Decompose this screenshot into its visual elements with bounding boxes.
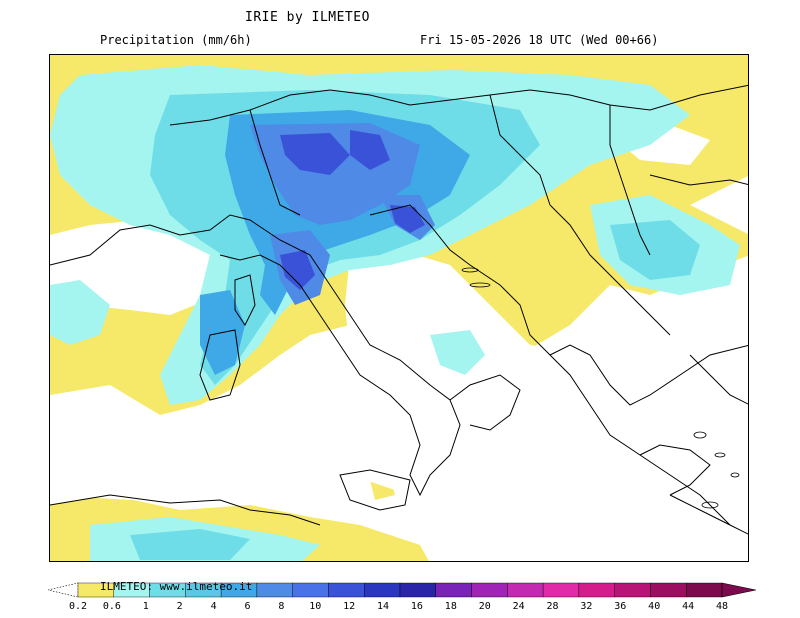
variable-label: Precipitation (mm/6h) [100, 33, 252, 47]
legend-tick-label: 6 [244, 601, 251, 612]
valid-time-label: Fri 15-05-2026 18 UTC (Wed 00+66) [420, 33, 659, 47]
legend-cell [364, 582, 401, 598]
legend-tick-label: 1 [142, 601, 149, 612]
legend-tick-label: 48 [715, 601, 729, 612]
legend-tick-label: 4 [210, 601, 217, 612]
no-precip-areas [50, 125, 748, 561]
map-canvas [50, 55, 748, 561]
legend-tick-label: 12 [343, 601, 356, 612]
heavy-precip-areas [280, 130, 425, 290]
precipitation-map [49, 54, 749, 562]
coastlines [50, 84, 748, 535]
legend-tick-label: 24 [512, 601, 525, 612]
legend-cell [614, 582, 651, 598]
legend-cell [292, 582, 329, 598]
legend-colorbar [48, 582, 757, 598]
legend-cell [507, 582, 544, 598]
legend-tick-label: 18 [444, 601, 457, 612]
legend-tick-label: 40 [648, 601, 661, 612]
legend-tick-label: 14 [377, 601, 390, 612]
legend-cell [542, 582, 580, 598]
islands [461, 267, 740, 509]
legend-cell [471, 582, 508, 598]
legend-cell [650, 582, 687, 598]
legend-cell [328, 582, 365, 598]
legend-tick-label: 0.2 [68, 601, 88, 612]
legend-low-arrow [48, 582, 79, 598]
legend-tick-label: 10 [309, 601, 322, 612]
legend-cell [686, 582, 723, 598]
legend-cell [435, 582, 472, 598]
legend-high-arrow [721, 582, 757, 598]
legend-tick-label: 36 [614, 601, 627, 612]
legend-tick-label: 44 [682, 601, 695, 612]
legend-cell [256, 582, 293, 598]
legend-tick-label: 0.6 [102, 601, 121, 612]
credit-text: ILMETEO: www.ilmeteo.it [100, 580, 253, 593]
legend-tick-label: 32 [580, 601, 593, 612]
legend-cell [578, 582, 615, 598]
legend-tick-label: 16 [410, 601, 423, 612]
legend-cell [399, 582, 436, 598]
legend-tick-label: 8 [278, 601, 285, 612]
chart-title: IRIE by ILMETEO [245, 10, 370, 25]
legend-tick-label: 20 [478, 601, 491, 612]
legend-tick-label: 2 [176, 601, 183, 612]
legend-tick-label: 28 [546, 601, 559, 612]
